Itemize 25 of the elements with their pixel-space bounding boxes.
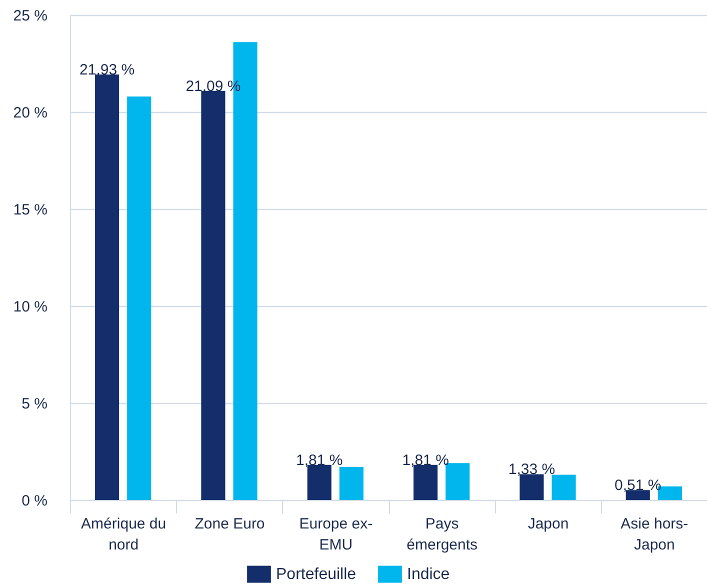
data-label: 21,93 %	[80, 62, 135, 79]
x-tick-label: Asie hors-Japon	[620, 516, 688, 554]
y-tick-label: 25 %	[13, 8, 48, 24]
data-label: 1,81 %	[402, 452, 449, 469]
data-label: 1,33 %	[508, 461, 556, 478]
bar	[520, 474, 544, 500]
bar	[626, 490, 650, 500]
bar	[339, 467, 364, 500]
bar	[95, 74, 120, 500]
y-tick-label: 5 %	[22, 396, 48, 412]
data-label: 0,51 %	[614, 477, 662, 494]
y-tick-label: 15 %	[13, 202, 48, 218]
y-tick-label: 10 %	[13, 298, 48, 316]
x-tick-label: Japon	[528, 516, 569, 532]
x-tick-label: Zone Euro	[194, 516, 265, 532]
x-tick-label: Pays émergents	[406, 516, 478, 554]
y-tick-label: 0 %	[22, 492, 48, 510]
legend-label: Portefeuille	[276, 566, 356, 584]
bar	[552, 474, 576, 500]
x-tick-label: Europe ex-EMU	[299, 516, 373, 554]
bar	[127, 96, 152, 500]
x-tick-label: Amérique du nord	[81, 516, 166, 554]
legend-label: Indice	[407, 566, 450, 584]
data-label: 1,81 %	[296, 452, 343, 469]
y-tick-label: 20 %	[13, 104, 48, 122]
